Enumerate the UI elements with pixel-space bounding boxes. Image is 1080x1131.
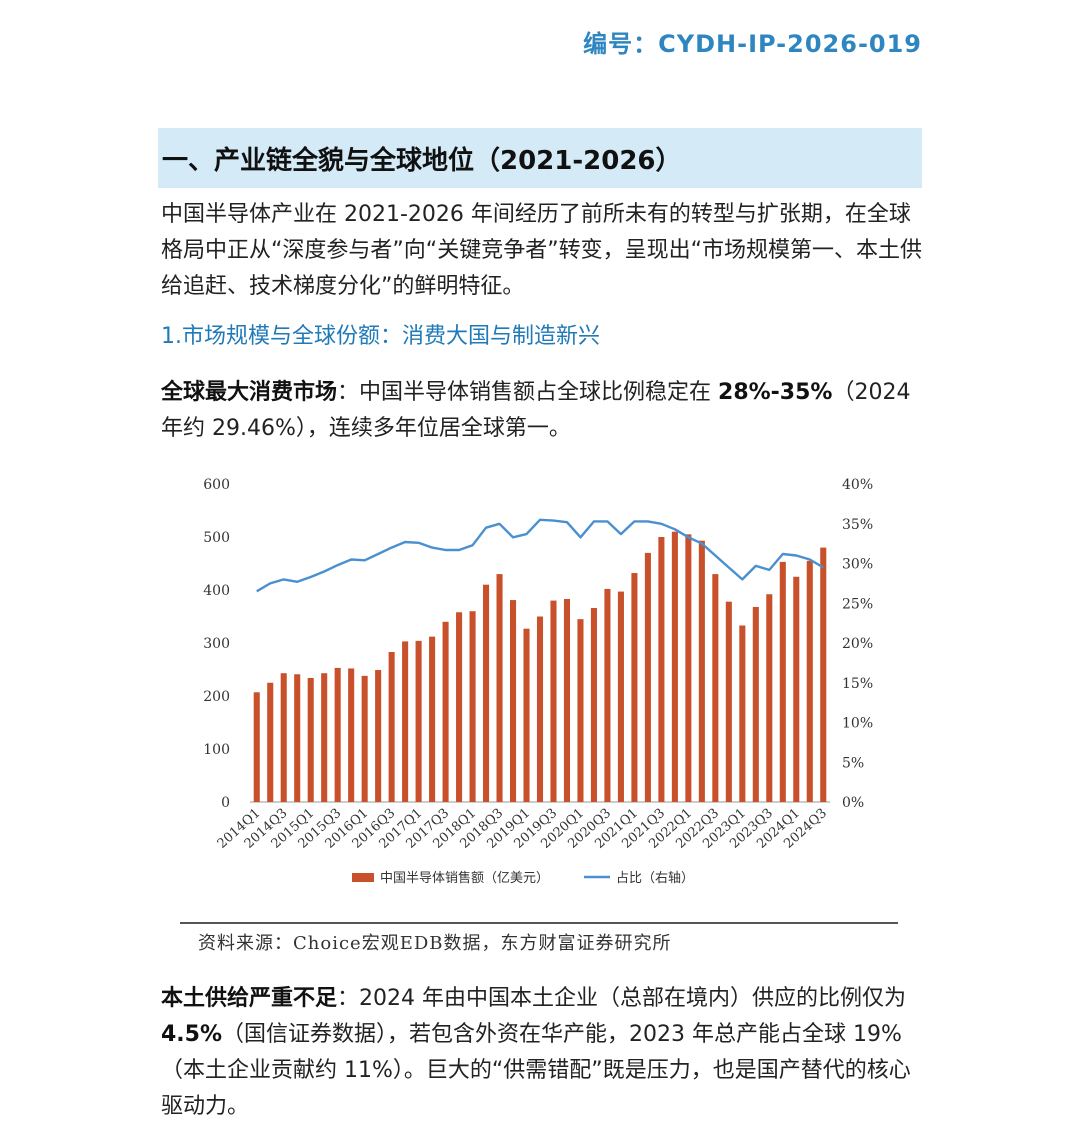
intro-paragraph: 中国半导体产业在 2021-2026 年间经历了前所未有的转型与扩张期，在全球格… xyxy=(161,202,922,299)
bar xyxy=(617,591,624,802)
bar xyxy=(631,573,638,802)
bar xyxy=(415,640,422,802)
bar xyxy=(766,594,773,802)
bar xyxy=(496,574,503,802)
share-line xyxy=(256,518,824,593)
y-left-tick-label: 600 xyxy=(203,477,230,493)
bar xyxy=(590,608,597,802)
legend-bar-label: 中国半导体销售额（亿美元） xyxy=(380,870,549,886)
bar xyxy=(577,619,584,802)
y-right-tick-label: 25% xyxy=(842,596,873,612)
chart-source: 资料来源：Choice宏观EDB数据，东方财富证券研究所 xyxy=(198,933,672,954)
bar xyxy=(321,673,328,802)
bar xyxy=(536,616,544,802)
bar xyxy=(644,552,651,802)
bar xyxy=(280,673,287,802)
bar xyxy=(294,674,301,802)
bar xyxy=(483,584,490,802)
subsection-title: 1.市场规模与全球份额：消费大国与制造新兴 xyxy=(161,324,600,349)
consumer-highlight: 28%-35% xyxy=(718,380,833,405)
consumer-text-after: （2024 年约 29.46%），连续多年位居全球第一。 xyxy=(161,380,911,441)
consumer-market-paragraph: 全球最大消费市场：中国半导体销售额占全球比例稳定在 28%-35%（2024 年… xyxy=(161,375,926,447)
y-left-tick-label: 500 xyxy=(203,530,230,546)
y-left-tick-label: 200 xyxy=(203,689,230,705)
y-left-tick-label: 0 xyxy=(221,795,230,811)
document-number: 编号：CYDH-IP-2026-019 xyxy=(583,30,922,58)
bar xyxy=(509,600,517,802)
bar xyxy=(334,667,341,802)
bar xyxy=(402,641,409,802)
bar xyxy=(739,625,746,802)
y-left-tick-label: 400 xyxy=(203,583,230,599)
bar xyxy=(806,560,813,802)
consumer-lead: 全球最大消费市场 xyxy=(161,380,338,405)
bar xyxy=(563,599,571,802)
bar xyxy=(388,652,395,802)
y-right-tick-label: 20% xyxy=(842,636,873,652)
y-right-tick-label: 15% xyxy=(842,676,873,692)
bar xyxy=(550,600,557,802)
y-right-tick-label: 35% xyxy=(842,517,873,533)
local-supply-paragraph: 本土供给严重不足：2024 年由中国本土企业（总部在境内）供应的比例仅为 4.5… xyxy=(161,981,926,1125)
y-right-tick-label: 40% xyxy=(842,477,873,493)
bar xyxy=(752,606,759,802)
bar xyxy=(361,675,368,802)
bar xyxy=(442,621,449,802)
section-heading: 一、产业链全貌与全球地位（2021-2026） xyxy=(158,128,922,188)
legend-line-label: 占比（右轴） xyxy=(616,871,694,886)
bar xyxy=(671,531,678,802)
bar xyxy=(779,561,786,802)
y-right-tick-label: 0% xyxy=(842,795,864,811)
bar xyxy=(685,534,692,802)
supply-text-before: ：2024 年由中国本土企业（总部在境内）供应的比例仅为 xyxy=(337,986,906,1011)
bar xyxy=(604,588,611,802)
bar xyxy=(725,601,732,802)
bar xyxy=(793,576,800,802)
legend-bar-swatch xyxy=(352,873,374,882)
y-left-tick-label: 300 xyxy=(203,636,230,652)
y-left-tick-label: 100 xyxy=(203,742,230,758)
source-divider xyxy=(180,922,898,924)
supply-text-after: （国信证券数据），若包含外资在华产能，2023 年总产能占全球 19%（本土企业… xyxy=(161,1022,911,1119)
supply-highlight: 4.5% xyxy=(161,1022,223,1047)
bar xyxy=(456,612,463,802)
bar xyxy=(469,611,476,802)
supply-lead: 本土供给严重不足 xyxy=(161,986,338,1011)
bar xyxy=(658,537,665,802)
sales-share-chart: 0 100 200 300 400 500 600 0% 5% 10% 15% 20% 25% 30% 35… xyxy=(203,477,873,886)
bar xyxy=(712,574,719,802)
bar xyxy=(429,636,436,802)
y-right-tick-label: 5% xyxy=(842,755,864,771)
bar xyxy=(820,547,827,802)
bar xyxy=(523,628,530,802)
bar xyxy=(698,540,705,802)
bar xyxy=(267,682,274,802)
bar xyxy=(307,677,314,802)
y-right-tick-label: 30% xyxy=(842,557,873,573)
bar xyxy=(253,692,260,802)
y-right-tick-label: 10% xyxy=(842,716,873,732)
bar xyxy=(348,668,355,802)
bar xyxy=(375,670,382,802)
consumer-text-before: ：中国半导体销售额占全球比例稳定在 xyxy=(337,380,719,405)
